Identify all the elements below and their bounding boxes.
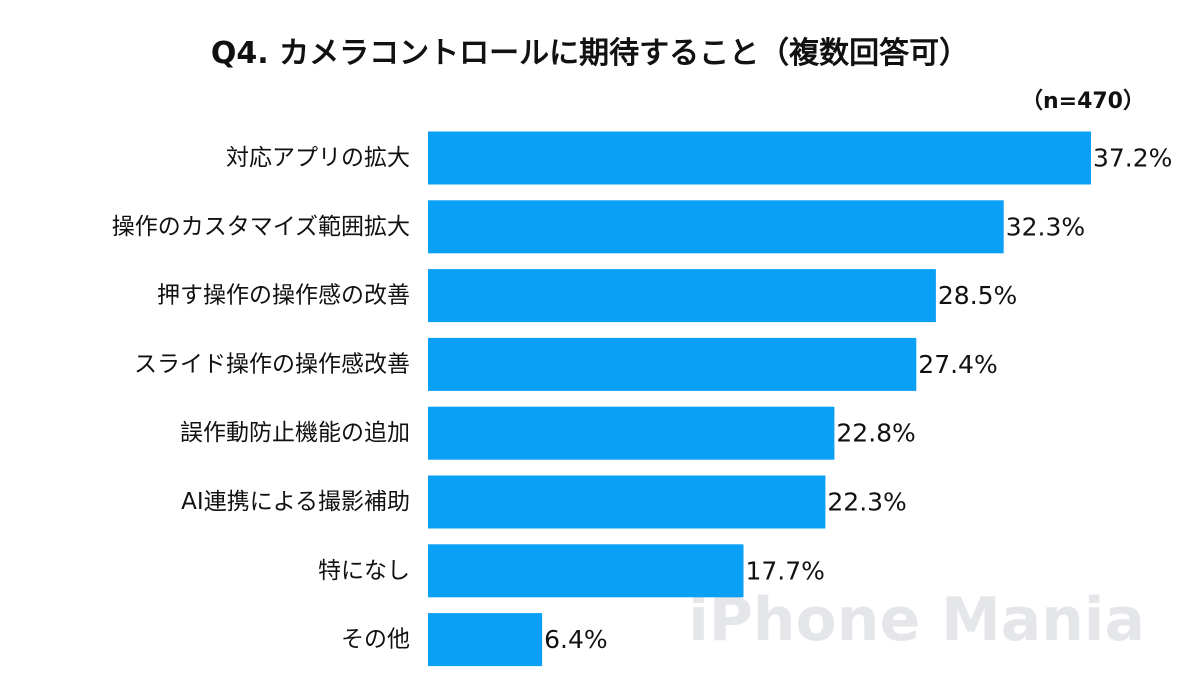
value-label-3: 27.4% — [918, 350, 997, 379]
value-label-0: 37.2% — [1093, 144, 1172, 173]
category-label-0: 対応アプリの拡大 — [226, 145, 410, 171]
category-label-3: スライド操作の操作感改善 — [134, 351, 410, 377]
value-label-2: 28.5% — [938, 281, 1017, 310]
sample-size-label: （n=470） — [1021, 89, 1145, 114]
value-label-group: 37.2% 32.3% 28.5% 27.4% 22.8% 22.3% 17.7% 6.4% — [544, 144, 1172, 655]
bar-6 — [428, 544, 744, 598]
chart-title: Q4. カメラコントロールに期待すること（複数回答可） — [211, 36, 969, 71]
watermark-text: iPhone Mania — [688, 585, 1145, 655]
category-label-group: 対応アプリの拡大操作のカスタマイズ範囲拡大押す操作の操作感の改善スライド操作の操… — [112, 145, 410, 653]
value-label-5: 22.3% — [827, 488, 906, 517]
category-label-7: その他 — [341, 627, 410, 653]
bar-1 — [428, 200, 1004, 254]
value-label-7: 6.4% — [544, 625, 608, 654]
bar-0 — [428, 131, 1091, 185]
bar-2 — [428, 269, 936, 323]
bar-7 — [428, 613, 543, 667]
category-label-2: 押す操作の操作感の改善 — [157, 283, 410, 309]
bar-group — [428, 131, 1091, 667]
category-label-5: AI連携による撮影補助 — [181, 489, 410, 515]
bar-3 — [428, 337, 917, 391]
category-label-4: 誤作動防止機能の追加 — [180, 420, 410, 446]
category-label-6: 特になし — [318, 558, 410, 584]
bar-4 — [428, 406, 835, 460]
value-label-1: 32.3% — [1006, 212, 1085, 241]
value-label-4: 22.8% — [836, 419, 915, 448]
value-label-6: 17.7% — [746, 556, 825, 585]
category-label-1: 操作のカスタマイズ範囲拡大 — [112, 214, 410, 240]
bar-5 — [428, 475, 826, 529]
